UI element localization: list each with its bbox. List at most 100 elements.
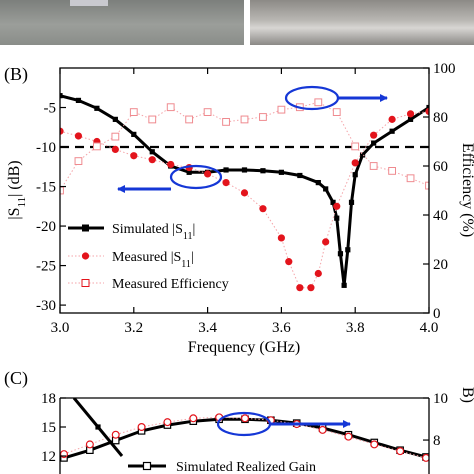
antenna-photo-left bbox=[0, 0, 244, 45]
point-series bbox=[95, 424, 101, 430]
point-measured-efficiency bbox=[111, 132, 120, 141]
point-simulated-s11 bbox=[297, 172, 303, 179]
point-measured-s11 bbox=[370, 131, 378, 139]
panel-b-annotation-efficiency bbox=[284, 85, 388, 111]
point-measured-s11 bbox=[111, 145, 119, 154]
point-simulated-s11 bbox=[131, 131, 137, 137]
y-right-tick-label: 0 bbox=[433, 306, 441, 322]
point-measured-efficiency bbox=[240, 115, 249, 124]
y-left-tick-label: -30 bbox=[36, 298, 56, 314]
panel-c-ticks: 18 15 12 10 8 bbox=[41, 391, 448, 465]
point-measured-s11 bbox=[222, 178, 230, 187]
panel-c: (C) 18 15 12 10 8 B) Simulated Realized Gain bbox=[4, 368, 474, 474]
point-simulated-s11 bbox=[352, 172, 358, 178]
point-measured-efficiency bbox=[203, 108, 212, 116]
series-line-simulated-s11 bbox=[60, 94, 429, 286]
point-measured-s11 bbox=[307, 284, 315, 292]
point-simulated-s11 bbox=[94, 105, 100, 111]
y-right-tick-label: 40 bbox=[433, 208, 448, 224]
photo-highlight bbox=[70, 0, 108, 6]
point-measured-efficiency bbox=[148, 115, 157, 124]
panel-b-frame bbox=[59, 67, 430, 314]
point-measured-s11 bbox=[285, 258, 293, 266]
legend-text-measured-efficiency: Measured Efficiency bbox=[112, 277, 229, 292]
legend-entry-measured-s11: Measured |S11| bbox=[68, 250, 194, 270]
point-simulated-s11 bbox=[337, 251, 344, 257]
point-series bbox=[370, 440, 379, 449]
y-left-tick-label: -15 bbox=[36, 180, 56, 196]
legend-marker-measured-s11 bbox=[81, 252, 90, 260]
point-measured-s11 bbox=[406, 110, 415, 118]
point-measured-efficiency bbox=[185, 115, 194, 124]
point-simulated-s11 bbox=[345, 247, 351, 253]
point-simulated-s11 bbox=[359, 152, 366, 158]
point-measured-efficiency bbox=[93, 142, 101, 151]
point-measured-efficiency bbox=[74, 157, 83, 165]
point-series bbox=[111, 430, 120, 439]
point-series bbox=[344, 432, 353, 441]
panel-b-plot-area bbox=[60, 93, 429, 292]
panel-b-y-right-label: Efficiency (%) bbox=[459, 143, 474, 237]
point-simulated-s11 bbox=[186, 169, 192, 175]
y-left-tick-label: -10 bbox=[36, 140, 56, 156]
point-series bbox=[396, 447, 405, 456]
legend-entry-measured-efficiency: Measured Efficiency bbox=[68, 277, 229, 292]
point-measured-s11 bbox=[60, 127, 64, 135]
legend-marker-simulated-gain bbox=[142, 461, 152, 471]
y-left-tick-label: 15 bbox=[41, 420, 56, 436]
legend-text-simulated-s11: Simulated |S11| bbox=[112, 222, 195, 242]
point-simulated-s11 bbox=[323, 186, 329, 192]
point-series bbox=[137, 423, 146, 432]
point-measured-s11 bbox=[322, 238, 330, 246]
point-series bbox=[163, 418, 172, 427]
series-measured-efficiency bbox=[60, 98, 429, 195]
point-measured-efficiency bbox=[425, 181, 429, 190]
y-left-tick-label: 18 bbox=[41, 391, 56, 407]
panel-b-y-left-label: |S11| (dB) bbox=[6, 160, 28, 219]
panel-b-x-label: Frequency (GHz) bbox=[188, 339, 300, 356]
point-measured-efficiency bbox=[166, 103, 175, 112]
point-simulated-s11 bbox=[348, 199, 355, 205]
panel-b-ticks: 3.0 3.2 3.4 3.6 3.8 4.0 -5 -10 -15 -20 -25 -30 0 20 40… bbox=[36, 61, 456, 336]
antenna-photo-strip bbox=[0, 0, 474, 45]
point-measured-efficiency bbox=[60, 186, 64, 195]
point-measured-efficiency bbox=[388, 167, 397, 175]
point-measured-s11 bbox=[425, 107, 429, 116]
panel-c-y-right-label-fragment: B) bbox=[459, 387, 474, 403]
panel-c-label: (C) bbox=[4, 368, 28, 389]
point-simulated-s11 bbox=[426, 104, 429, 111]
point-simulated-s11 bbox=[278, 169, 284, 175]
point-measured-efficiency bbox=[332, 108, 341, 116]
x-tick-label: 3.2 bbox=[124, 320, 143, 336]
panel-c-legend-entry: Simulated Realized Gain bbox=[128, 460, 316, 474]
point-series bbox=[189, 414, 198, 423]
s11-highlight-ellipse bbox=[169, 164, 223, 190]
point-measured-efficiency bbox=[406, 174, 415, 183]
point-simulated-s11 bbox=[60, 93, 63, 99]
panel-b-legend: Simulated |S11| Measured |S11| Measured … bbox=[68, 222, 229, 292]
x-tick-label: 3.4 bbox=[198, 320, 217, 336]
point-series bbox=[422, 453, 429, 462]
point-measured-efficiency bbox=[222, 118, 230, 126]
y-right-tick-label: 8 bbox=[433, 433, 441, 449]
point-series bbox=[318, 425, 327, 434]
point-measured-efficiency bbox=[129, 108, 138, 116]
y-right-tick-label: 100 bbox=[433, 61, 456, 77]
point-measured-s11 bbox=[351, 159, 359, 167]
antenna-photo-right bbox=[250, 0, 474, 45]
legend-entry-simulated-s11: Simulated |S11| bbox=[68, 222, 195, 242]
point-simulated-s11 bbox=[223, 167, 229, 173]
point-measured-s11 bbox=[259, 205, 267, 213]
series-series bbox=[72, 398, 124, 457]
point-simulated-s11 bbox=[241, 167, 248, 173]
y-left-tick-label: 12 bbox=[41, 449, 56, 465]
point-simulated-s11 bbox=[260, 168, 266, 174]
point-measured-s11 bbox=[277, 234, 285, 242]
point-simulated-s11 bbox=[341, 282, 347, 288]
point-measured-s11 bbox=[333, 202, 341, 210]
point-simulated-s11 bbox=[149, 149, 155, 155]
point-series bbox=[85, 440, 94, 449]
point-measured-efficiency bbox=[259, 113, 267, 121]
y-right-tick-label: 80 bbox=[433, 110, 448, 126]
